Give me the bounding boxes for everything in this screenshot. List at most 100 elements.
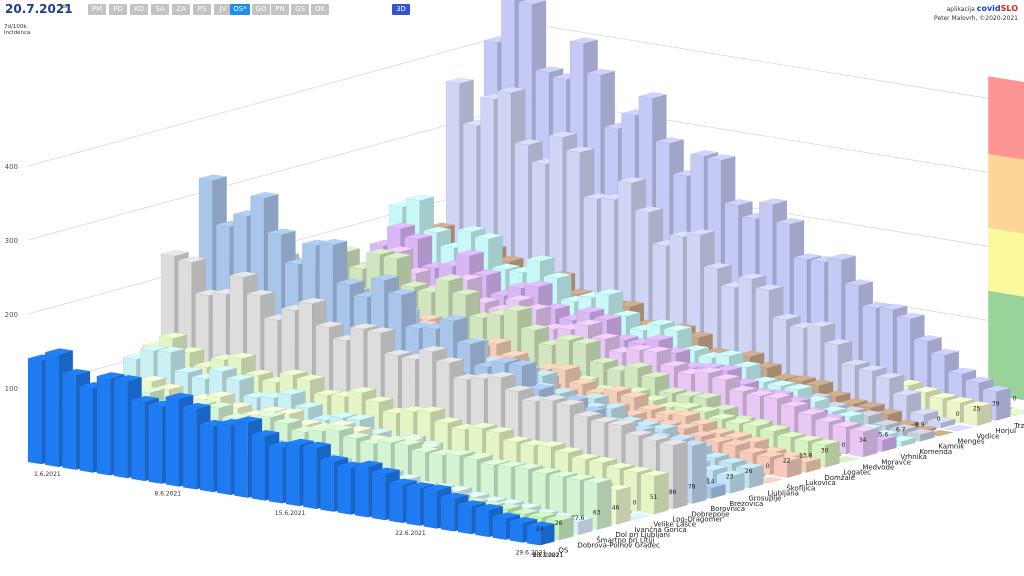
series-name-label: Šmartno pri Litiji [596,535,654,544]
bar [165,396,180,487]
series-name-label: Horjul [995,427,1016,435]
zone-2 [988,153,1024,234]
y-tick-label: 400 [5,163,18,171]
current-date: 20.7.2021 [5,2,73,16]
tab-pd[interactable]: PD [109,4,127,15]
bar-top [275,408,304,415]
bar [946,400,961,424]
bar-top [483,337,511,345]
bar-top [626,344,654,351]
bar-top [279,369,308,376]
bar-top [587,68,615,76]
tab-ps[interactable]: PS [193,4,211,15]
x-tick-label: 20.7.2021 [533,552,564,559]
series-name-label: Lukovica [805,479,836,487]
y-tick-label: 100 [5,385,18,393]
bar-top [475,503,503,511]
bar-top [298,297,327,305]
bar-top [503,435,531,443]
x-tick-label: 1.6.2021 [34,471,61,478]
bar [440,496,455,532]
data-label: 30 [821,447,829,454]
bar-top [525,383,554,391]
bar-top [435,274,463,282]
bar-top [712,373,740,381]
data-label: 24 [536,525,544,532]
bar-top [982,385,1011,392]
y-axis-title: 7d/100k incidenca [4,24,31,36]
data-label: 14 [707,479,715,486]
bar-top [913,335,942,342]
bar [199,423,214,493]
tab-jv[interactable]: JV [214,4,232,15]
bar-top [784,383,813,391]
bar-top [514,462,543,470]
tab-ok[interactable]: OK [311,4,329,15]
data-label: 78 [688,484,696,491]
bar-top [526,255,555,262]
bar [927,420,942,429]
tab-gs[interactable]: GS [291,4,309,15]
bar-top [927,416,956,424]
data-label: 0 [956,411,960,418]
bar-top [342,432,371,439]
data-label: 0 [766,463,770,470]
bar-top [313,389,342,396]
bar-top [327,420,356,427]
data-label: 23 [726,473,734,480]
series-name-label: OS [558,547,569,555]
bar-top [780,400,809,408]
view-3d-button[interactable]: 3D [392,4,410,15]
bar-top [608,419,636,426]
bar [475,507,489,538]
tab-za[interactable]: ZA [172,4,190,15]
tab-pm[interactable]: PM [88,4,106,15]
bar-top [722,439,750,446]
series-name-label: Vrhnika [900,453,927,461]
bar [62,372,77,471]
bar-side [692,441,707,505]
data-label: 0 [633,499,637,506]
data-label: 13.8 [799,453,813,460]
bar-top [549,131,577,138]
bar-top [646,319,675,326]
bar-top [839,398,868,405]
bar-top [718,457,747,464]
bar-top [564,288,593,295]
bar-top [845,279,873,286]
bar [182,406,197,490]
bar-top [583,476,612,484]
bar-top [505,294,534,302]
tab-go[interactable]: GO [252,4,270,15]
bar-top [965,376,994,384]
data-label: 0 [937,416,941,423]
zone-3 [988,76,1024,160]
bar-top [623,466,652,473]
bar-top [492,263,520,270]
series-name-label: Log-Dragomer [672,515,722,523]
tab-sa[interactable]: SA [151,4,169,15]
bar-top [528,511,557,518]
bar-top [551,363,580,371]
bar-top [436,356,464,364]
data-label: 17.6 [571,515,585,522]
bar-side [673,441,688,510]
bar-top [616,300,644,308]
series-row-os: 24 OS [27,348,569,555]
bar-top [532,467,560,474]
bar-top [556,399,585,406]
bar [285,442,300,507]
bar-top [504,385,533,392]
tab-ko[interactable]: KO [130,4,148,15]
bar [148,404,163,485]
series-name-label: Domžale [824,474,855,482]
bar-top [708,413,737,420]
tab-pn[interactable]: PN [271,4,289,15]
bar-top [770,373,799,380]
series-name-label: Ivančna Gorica [634,526,686,534]
bar-top [640,470,669,477]
bar [354,464,369,518]
tab-os[interactable]: OS* [230,4,250,15]
bar-top [827,253,856,261]
